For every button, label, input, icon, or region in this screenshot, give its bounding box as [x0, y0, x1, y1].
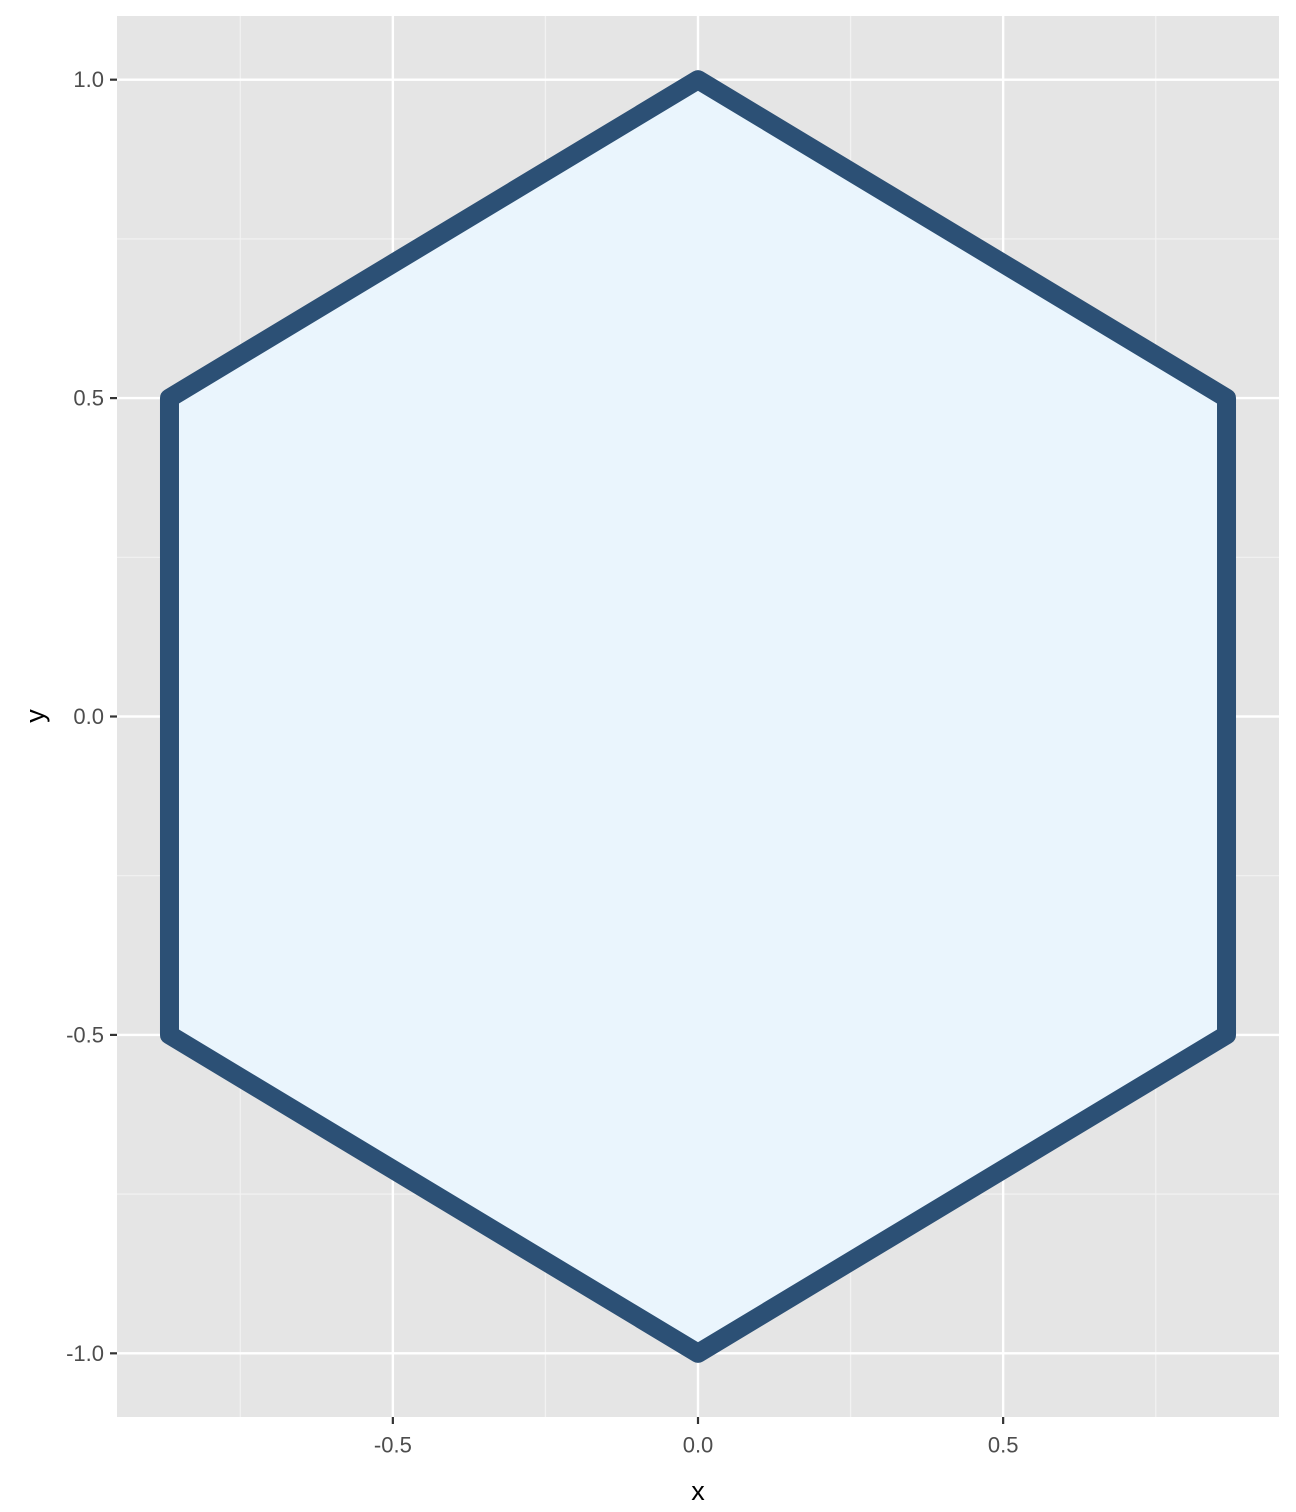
y-tick-label: 0.0 [73, 704, 104, 729]
data-polygons [159, 70, 1237, 1363]
x-tick-label: 0.5 [988, 1433, 1019, 1458]
hexagon-polygon [159, 70, 1237, 1363]
x-axis: -0.5 0.0 0.5 [374, 1417, 1019, 1458]
y-tick-label: -1.0 [66, 1341, 104, 1366]
y-axis-title: y [20, 709, 50, 723]
y-tick-label: 0.5 [73, 386, 104, 411]
y-tick-label: -0.5 [66, 1022, 104, 1047]
x-tick-label: 0.0 [683, 1433, 714, 1458]
x-tick-label: -0.5 [374, 1433, 412, 1458]
y-axis: -1.0 -0.5 0.0 0.5 1.0 [66, 67, 117, 1366]
y-tick-label: 1.0 [73, 67, 104, 92]
x-axis-title: x [691, 1476, 705, 1506]
